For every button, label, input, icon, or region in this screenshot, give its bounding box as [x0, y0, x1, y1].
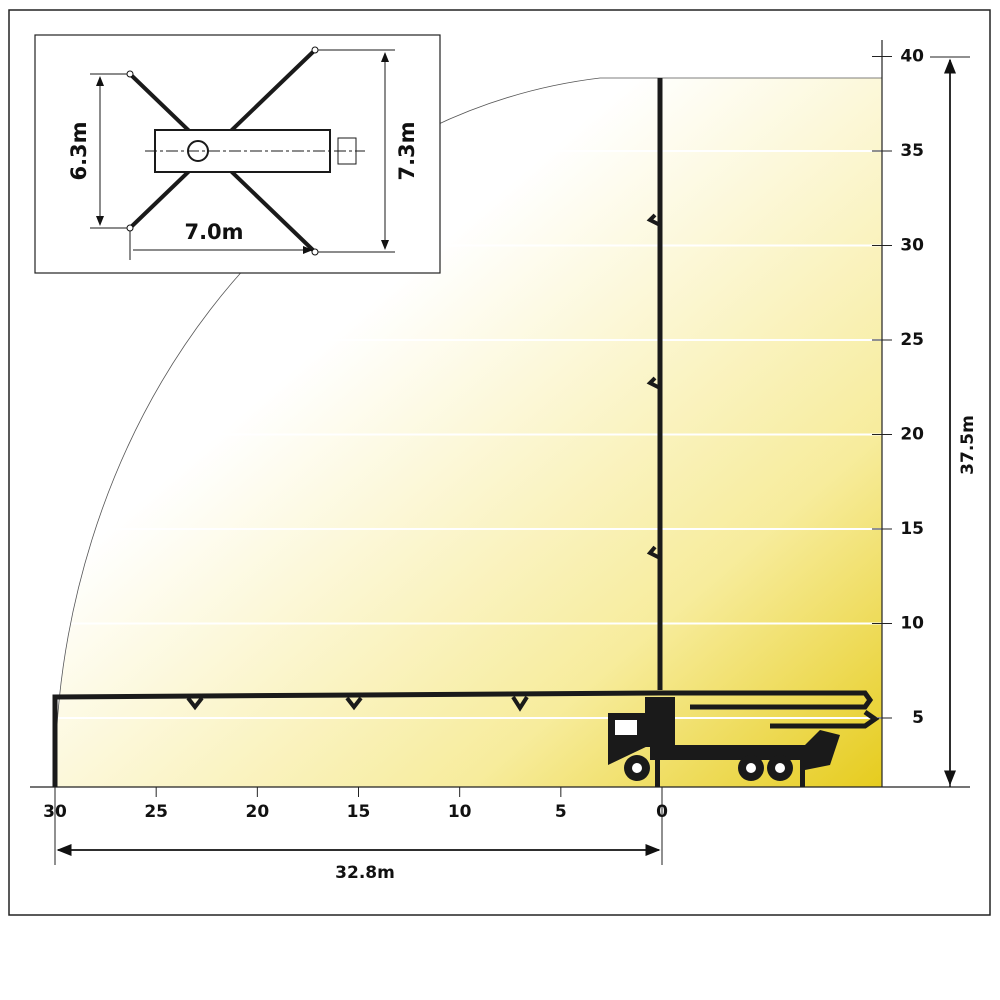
x-tick-label: 10 — [448, 802, 472, 822]
y-tick-label: 25 — [900, 330, 924, 350]
outrigger-inset: 6.3m 7.3m 7.0m — [34, 34, 441, 274]
y-tick-label: 15 — [900, 519, 924, 539]
vertical-reach-label: 37.5m — [958, 415, 978, 475]
x-tick-label: 5 — [555, 802, 567, 822]
reach-envelope — [54, 77, 882, 788]
x-tick-label: 30 — [43, 802, 67, 822]
inset-rear-width: 6.3m — [67, 121, 91, 180]
y-tick-label: 30 — [900, 236, 924, 256]
y-tick-label: 35 — [900, 141, 924, 161]
x-tick-label: 20 — [246, 802, 270, 822]
horizontal-reach-label: 32.8m — [335, 863, 395, 883]
frame — [8, 9, 991, 916]
y-tick-label: 10 — [900, 614, 924, 634]
boom — [52, 78, 880, 787]
x-tick-label: 25 — [144, 802, 168, 822]
y-tick-label: 40 — [900, 47, 924, 67]
truck — [608, 697, 840, 787]
inset-front-width: 7.3m — [395, 121, 419, 180]
inset-length: 7.0m — [184, 220, 243, 244]
x-tick-label: 0 — [656, 802, 668, 822]
y-tick-label: 20 — [900, 425, 924, 445]
y-tick-label: 5 — [912, 708, 924, 728]
grid — [55, 150, 882, 719]
x-tick-label: 15 — [347, 802, 371, 822]
